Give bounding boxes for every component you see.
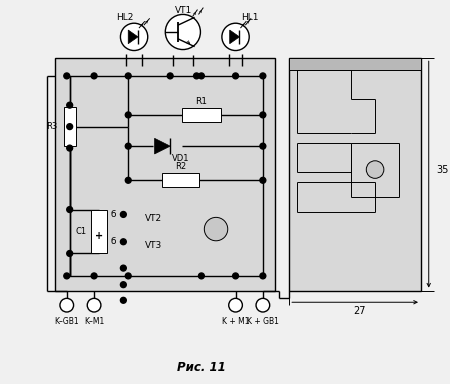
Circle shape (121, 297, 126, 303)
Bar (289, 58, 421, 291)
Circle shape (260, 143, 266, 149)
Text: +: + (95, 232, 103, 242)
Bar (64, 107, 76, 146)
Circle shape (229, 298, 243, 312)
Bar (289, 58, 421, 70)
Circle shape (121, 282, 126, 288)
Text: VT3: VT3 (145, 241, 162, 250)
Text: Рис. 11: Рис. 11 (177, 361, 226, 374)
Text: K + M1: K + M1 (222, 317, 249, 326)
Circle shape (67, 102, 72, 108)
Circle shape (198, 73, 204, 79)
Circle shape (165, 15, 200, 50)
Circle shape (67, 250, 72, 257)
Circle shape (167, 73, 173, 79)
Text: K + GB1: K + GB1 (247, 317, 279, 326)
Circle shape (260, 273, 266, 279)
Circle shape (233, 73, 238, 79)
Text: R2: R2 (176, 162, 186, 171)
Text: C1: C1 (76, 227, 87, 236)
Circle shape (260, 177, 266, 183)
Circle shape (125, 273, 131, 279)
Text: K–M1: K–M1 (84, 317, 104, 326)
Circle shape (87, 298, 101, 312)
Bar (55, 58, 274, 291)
Circle shape (233, 273, 238, 279)
Text: б: б (111, 237, 117, 246)
Text: K–GB1: K–GB1 (54, 317, 79, 326)
Circle shape (125, 143, 131, 149)
Circle shape (60, 298, 74, 312)
Text: HL2: HL2 (116, 13, 133, 22)
Circle shape (67, 124, 72, 129)
Circle shape (121, 239, 126, 245)
Circle shape (256, 298, 270, 312)
Text: VD1: VD1 (172, 154, 189, 163)
Text: 27: 27 (354, 306, 366, 316)
Circle shape (64, 73, 70, 79)
Circle shape (121, 23, 148, 51)
Bar (182, 108, 221, 122)
Circle shape (67, 207, 72, 212)
Circle shape (260, 112, 266, 118)
Circle shape (125, 73, 131, 79)
Polygon shape (128, 30, 138, 44)
Circle shape (67, 145, 72, 151)
Text: VT1: VT1 (175, 6, 192, 15)
Circle shape (125, 112, 131, 118)
Polygon shape (230, 30, 239, 44)
Text: VT2: VT2 (145, 214, 162, 223)
Circle shape (91, 273, 97, 279)
Circle shape (260, 73, 266, 79)
Circle shape (121, 265, 126, 271)
Text: R1: R1 (195, 97, 207, 106)
Circle shape (125, 177, 131, 183)
Bar (91, 210, 107, 253)
Polygon shape (154, 138, 170, 154)
Text: 35: 35 (436, 165, 449, 175)
Circle shape (64, 273, 70, 279)
Text: HL1: HL1 (242, 13, 259, 22)
Circle shape (366, 161, 384, 178)
Text: б: б (111, 210, 117, 219)
Circle shape (194, 73, 199, 79)
Circle shape (91, 73, 97, 79)
Circle shape (121, 212, 126, 217)
Circle shape (204, 217, 228, 241)
Circle shape (198, 273, 204, 279)
Bar (162, 174, 199, 187)
Text: R3: R3 (46, 122, 58, 131)
Circle shape (222, 23, 249, 51)
